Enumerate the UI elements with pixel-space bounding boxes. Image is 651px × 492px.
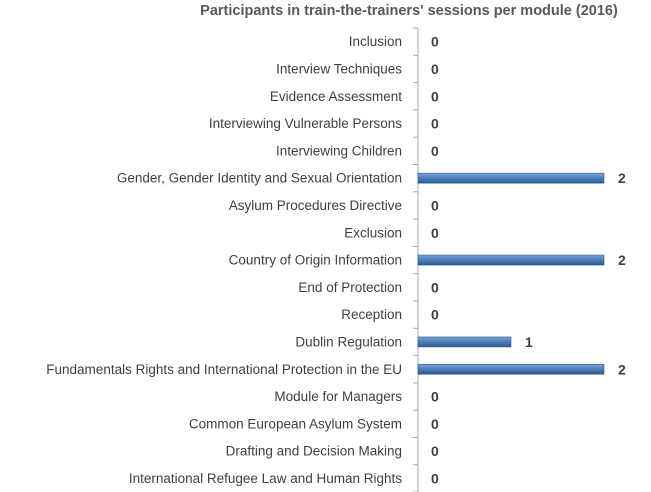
- bars: [417, 172, 605, 375]
- data-label: 0: [431, 470, 439, 486]
- data-label: 0: [431, 279, 439, 295]
- data-label: 0: [431, 307, 439, 323]
- bar: [417, 254, 605, 266]
- data-label: 0: [431, 389, 439, 405]
- category-label: Asylum Procedures Directive: [229, 198, 402, 213]
- category-label: Interviewing Children: [276, 143, 402, 158]
- data-label: 0: [431, 34, 439, 50]
- category-axis: [413, 27, 419, 492]
- bar: [417, 172, 605, 184]
- data-label: 0: [431, 416, 439, 432]
- bar: [417, 336, 512, 348]
- category-label: Interview Techniques: [276, 61, 402, 76]
- category-label: Inclusion: [349, 34, 402, 49]
- data-label: 0: [431, 225, 439, 241]
- data-label: 2: [618, 170, 626, 186]
- chart-title: Participants in train-the-trainers' sess…: [200, 3, 618, 19]
- category-label: Country of Origin Information: [229, 253, 402, 268]
- data-label: 0: [431, 61, 439, 77]
- category-label: Module for Managers: [274, 389, 402, 404]
- category-label: Common European Asylum System: [189, 416, 402, 431]
- data-label: 0: [431, 116, 439, 132]
- category-label: International Refugee Law and Human Righ…: [129, 471, 402, 486]
- category-label: Evidence Assessment: [270, 89, 402, 104]
- data-label: 1: [525, 334, 533, 350]
- category-label: Dublin Regulation: [295, 334, 402, 349]
- data-label: 0: [431, 443, 439, 459]
- data-label: 0: [431, 88, 439, 104]
- category-labels: Inclusion Interview Techniques Evidence As…: [46, 34, 402, 486]
- category-label: End of Protection: [298, 280, 402, 295]
- category-label: Exclusion: [344, 225, 402, 240]
- bar: [417, 363, 605, 375]
- category-label: Interviewing Vulnerable Persons: [209, 116, 402, 131]
- data-label: 0: [431, 197, 439, 213]
- data-labels: 0 0 0 0 0 2 0 0 2 0 0 1 2 0 0 0 0: [431, 34, 626, 487]
- category-label: Fundamentals Rights and International Pr…: [46, 362, 402, 377]
- category-label: Drafting and Decision Making: [226, 444, 402, 459]
- category-label: Reception: [341, 307, 402, 322]
- data-label: 0: [431, 143, 439, 159]
- category-label: Gender, Gender Identity and Sexual Orien…: [117, 171, 402, 186]
- data-label: 2: [618, 361, 626, 377]
- data-label: 2: [618, 252, 626, 268]
